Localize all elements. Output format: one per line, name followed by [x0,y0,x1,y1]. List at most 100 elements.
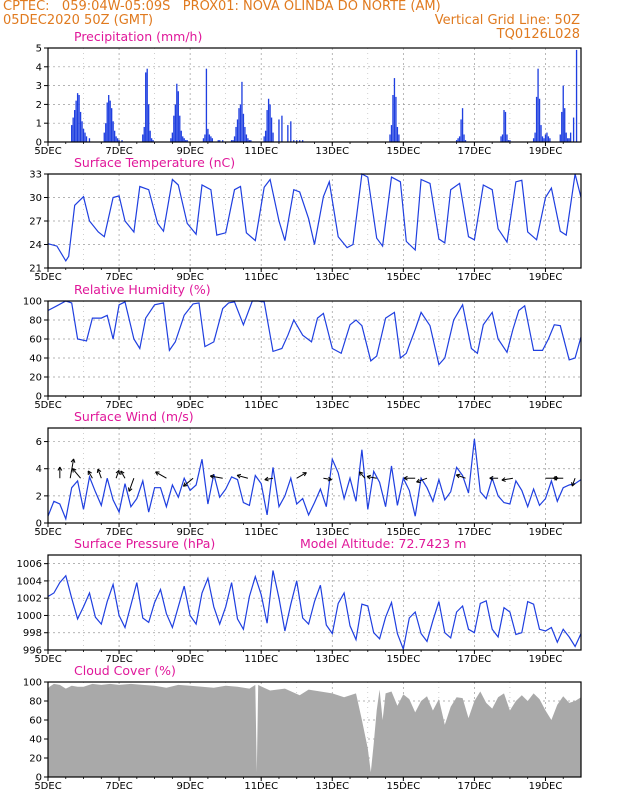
wind-arrow-head [115,469,120,474]
precip-bar [242,113,245,142]
wind-arrow-head [72,468,77,471]
wind-arrow-shaft [183,477,194,487]
precip-bar [110,108,113,142]
wind-arrow-head [71,468,74,473]
precip-bar [244,126,246,142]
x-tick-label: 15DEC [386,527,420,538]
precip-bar [85,136,88,142]
wind-arrow-head [236,474,241,479]
precip-bar [537,68,539,142]
wind-arrow-head [501,479,506,482]
x-tick-label: 13DEC [315,781,349,792]
x-tick-label: 17DEC [458,654,492,665]
precip-bar [538,98,541,142]
wind-arrow-head [571,482,573,487]
precip-bar [176,83,178,142]
x-tick-label: 17DEC [458,146,492,157]
wind-arrow-head [59,466,63,471]
x-tick-label: 7DEC [105,527,132,538]
wind-arrow-head [327,479,332,482]
wind-arrow [296,472,307,479]
y-tick-label: 21 [29,264,42,275]
precip-bar [145,72,147,142]
precip-bar [76,93,79,142]
wind-arrow-shaft [296,472,307,479]
precip-bar [108,95,110,142]
precip-bar [287,125,289,142]
precip-bar [247,138,249,142]
y-tick-label: 100 [23,297,42,308]
cloud-area [48,683,581,777]
precip-bar [79,111,82,142]
x-tick-label: 15DEC [386,272,420,283]
wind-arrow-head [303,472,307,477]
x-tick-label: 9DEC [176,146,203,157]
precip-bar [211,138,214,142]
precip-bar [113,130,116,142]
precip-bar [506,134,508,142]
panel-precip: 0 1 2 3 4 5 5DEC 7DEC 9DEC 11DEC 13DEC 15DEC 17DEC 19… [34,29,582,157]
precip-bar [549,138,551,142]
wind-arrow-head [416,478,420,483]
precip-bar [458,136,461,142]
wind-arrow-head [553,475,558,479]
precip-bar [393,78,396,142]
x-tick-label: 15DEC [386,781,420,792]
precip-bar [174,104,176,142]
header-line2-right: Vertical Grid Line: 50Z [434,13,580,28]
precip-bar [559,134,561,142]
wind-arrow-head [70,458,75,463]
x-tick-label: 19DEC [529,527,563,538]
precip-bar [118,140,120,142]
chart-header: CPTEC: 059:04W-05:09S PROX01: NOVA OLIND… [0,0,618,48]
header-line2-left: 05DEC2020 50Z (GMT) [3,13,154,28]
x-tick-label: 7DEC [105,654,132,665]
panel-temp: 21 24 27 30 33 5DEC 7DEC 9DEC 11DEC 13DEC 15DEC 17D… [29,155,582,283]
precip-bar [115,136,117,142]
precip-bar [281,115,283,142]
precip-bar [569,132,572,142]
y-tick-label: 40 [29,735,42,746]
cloud-title: Cloud Cover (%) [74,663,176,678]
precip-bar [540,125,542,142]
wind-arrow [57,466,63,479]
precip-bar [149,130,151,142]
x-tick-label: 19DEC [529,400,563,411]
precip-bar [507,140,510,142]
wind-arrow-head [366,476,371,480]
precip-bar [121,140,123,142]
pres-series-line [47,570,582,652]
precip-bar [263,136,265,142]
y-tick-label: 1 [36,119,42,130]
x-tick-label: 7DEC [105,781,132,792]
precip-bar [219,140,221,142]
precip-bar [170,138,172,142]
precip-bar [182,136,184,142]
wind-arrow [127,478,135,492]
y-tick-label: 60 [29,716,42,727]
wind-arrow-shaft [264,477,274,481]
panel-frame [47,47,582,143]
precip-bar [562,85,564,142]
precip-title: Precipitation (mm/h) [74,29,202,44]
wind-arrow-head [358,471,361,476]
precip-bar [143,126,145,142]
x-tick-label: 5DEC [34,527,61,538]
precip-bar [267,98,270,142]
x-tick-label: 17DEC [458,781,492,792]
x-tick-label: 13DEC [315,272,349,283]
wind-arrow [416,477,428,484]
y-tick-label: 2 [36,100,42,111]
wind-arrow-shaft [359,471,366,479]
precip-bar [142,134,144,142]
precip-bar [266,110,268,142]
x-tick-label: 7DEC [105,146,132,157]
precip-bar [109,100,111,142]
precip-bar [105,123,107,142]
precip-bar [544,134,547,142]
precip-bar [248,140,251,142]
wind-arrow-head [366,474,371,477]
wind-arrow [96,468,102,479]
y-tick-label: 4 [36,62,42,73]
wind-arrow-head [489,475,494,479]
